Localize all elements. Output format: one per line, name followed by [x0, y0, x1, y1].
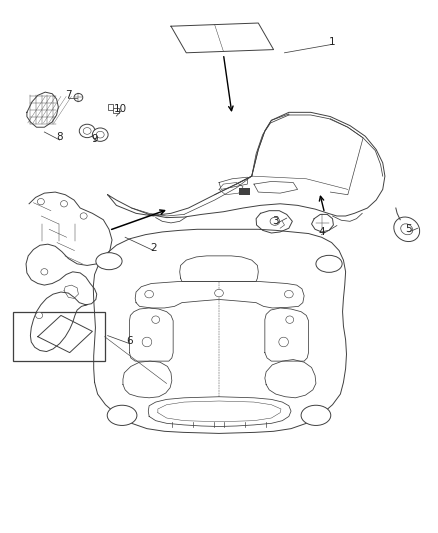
Ellipse shape	[92, 128, 108, 141]
Text: 7: 7	[65, 90, 72, 100]
FancyBboxPatch shape	[13, 312, 105, 361]
Ellipse shape	[107, 405, 137, 425]
Ellipse shape	[301, 405, 331, 425]
Ellipse shape	[83, 127, 91, 134]
Text: 4: 4	[318, 227, 325, 237]
Text: 10: 10	[114, 103, 127, 114]
Ellipse shape	[96, 131, 104, 138]
FancyBboxPatch shape	[108, 104, 113, 110]
Ellipse shape	[74, 93, 83, 101]
Ellipse shape	[41, 269, 48, 275]
Ellipse shape	[79, 124, 95, 138]
Ellipse shape	[394, 217, 420, 241]
Ellipse shape	[286, 316, 293, 324]
Ellipse shape	[270, 217, 280, 225]
Ellipse shape	[215, 289, 223, 297]
FancyBboxPatch shape	[239, 188, 250, 195]
Ellipse shape	[60, 200, 67, 207]
Text: 1: 1	[329, 37, 336, 46]
Text: 8: 8	[57, 132, 63, 142]
Text: 6: 6	[126, 336, 133, 346]
Ellipse shape	[37, 198, 44, 205]
Ellipse shape	[96, 253, 122, 270]
Ellipse shape	[401, 224, 413, 235]
Ellipse shape	[285, 290, 293, 298]
Ellipse shape	[35, 312, 42, 319]
Text: 3: 3	[272, 216, 279, 227]
Ellipse shape	[142, 337, 152, 347]
Ellipse shape	[279, 337, 288, 347]
FancyBboxPatch shape	[113, 108, 119, 114]
Text: 9: 9	[91, 134, 98, 144]
Text: 2: 2	[150, 243, 157, 253]
Ellipse shape	[316, 255, 342, 272]
Ellipse shape	[152, 316, 159, 324]
Ellipse shape	[145, 290, 153, 298]
Ellipse shape	[80, 213, 87, 219]
Text: 5: 5	[406, 224, 412, 235]
